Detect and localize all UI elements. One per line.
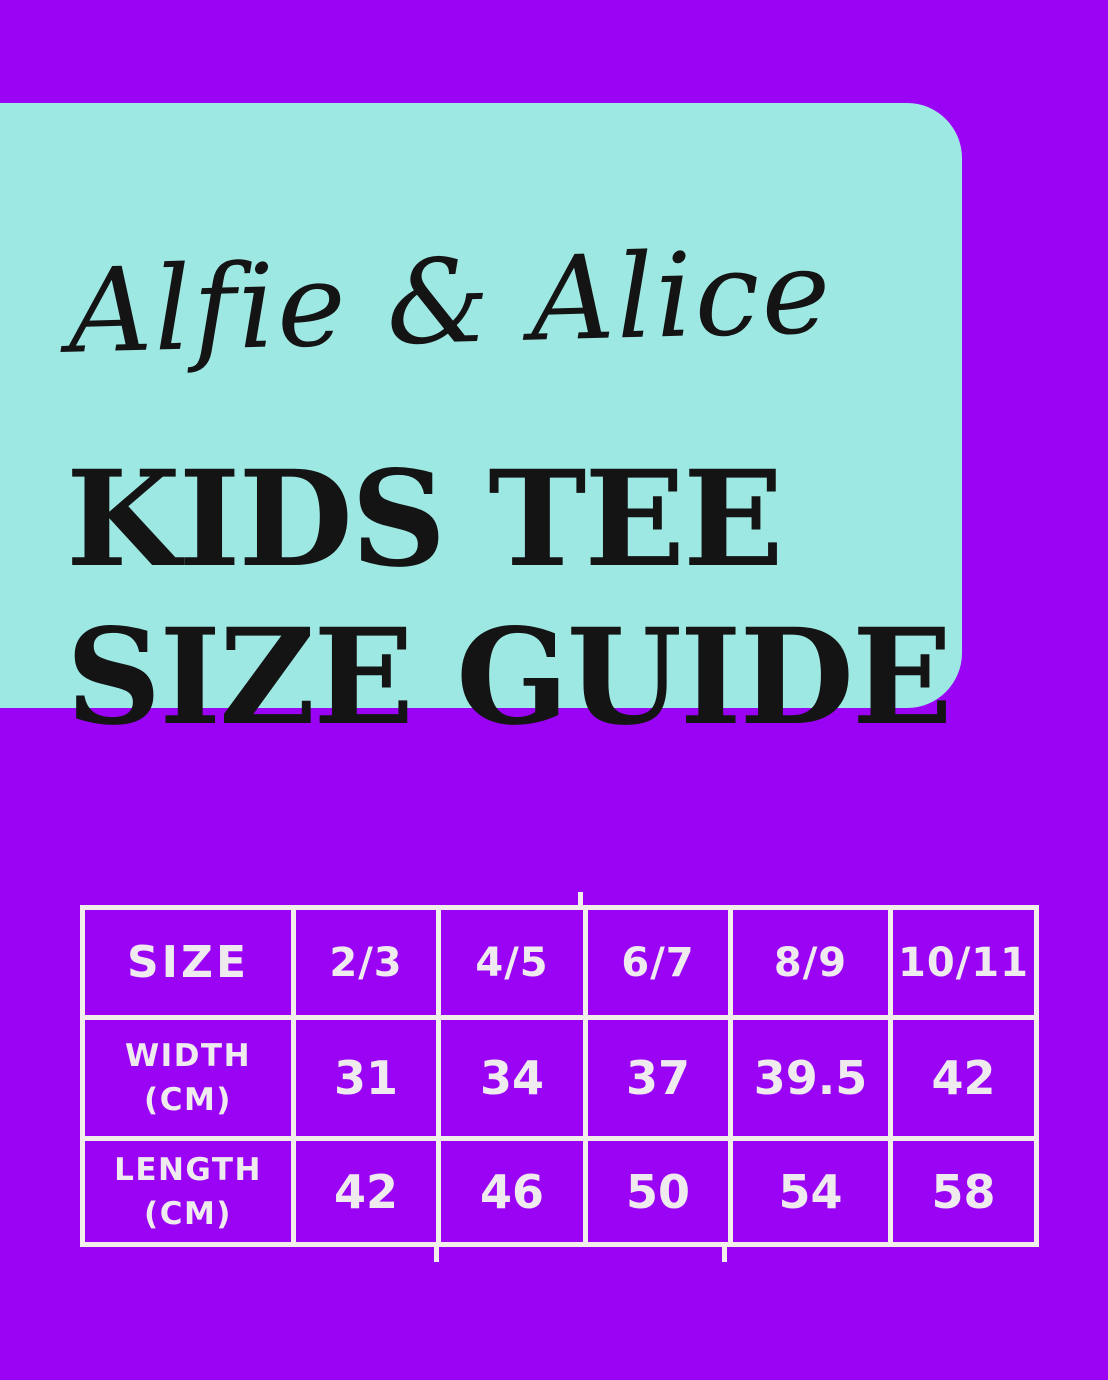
size-table-header-2-3: 2/3	[296, 910, 436, 1015]
length-value-6-7: 50	[588, 1141, 728, 1242]
width-label-line1: WIDTH	[124, 1038, 252, 1074]
gridline-overshoot-top	[578, 892, 583, 907]
width-label-line2: (CM)	[144, 1082, 232, 1118]
length-label-line1: LENGTH	[114, 1151, 262, 1188]
size-table-header-4-5: 4/5	[441, 910, 583, 1015]
size-table-row-label-width: WIDTH (CM)	[85, 1020, 291, 1136]
length-value-8-9: 54	[733, 1141, 888, 1242]
length-value-10-11: 58	[893, 1141, 1034, 1242]
title-line-2: SIZE GUIDE	[66, 600, 953, 755]
title-line-1: KIDS TEE	[66, 442, 784, 597]
width-value-6-7: 37	[588, 1020, 728, 1136]
width-value-8-9: 39.5	[733, 1020, 888, 1136]
width-value-4-5: 34	[441, 1020, 583, 1136]
gridline-overshoot-bottom-2	[722, 1245, 727, 1262]
page-title: KIDS TEE SIZE GUIDE	[66, 441, 953, 757]
size-table-row-label-length: LENGTH (CM)	[85, 1141, 291, 1242]
width-value-2-3: 31	[296, 1020, 436, 1136]
length-value-4-5: 46	[441, 1141, 583, 1242]
size-table-header-size: SIZE	[85, 910, 291, 1015]
brand-script-text: Alfie & Alice	[66, 224, 834, 380]
size-table-header-6-7: 6/7	[588, 910, 728, 1015]
length-label-line2: (CM)	[144, 1195, 232, 1232]
size-table-header-10-11: 10/11	[893, 910, 1034, 1015]
header-panel: Alfie & Alice KIDS TEE SIZE GUIDE	[0, 103, 962, 755]
size-table-header-8-9: 8/9	[733, 910, 888, 1015]
width-value-10-11: 42	[893, 1020, 1034, 1136]
size-table: SIZE 2/3 4/5 6/7 8/9 10/11 WIDTH (CM) 31…	[80, 905, 1039, 1247]
gridline-overshoot-bottom-1	[434, 1245, 439, 1262]
length-value-2-3: 42	[296, 1141, 436, 1242]
